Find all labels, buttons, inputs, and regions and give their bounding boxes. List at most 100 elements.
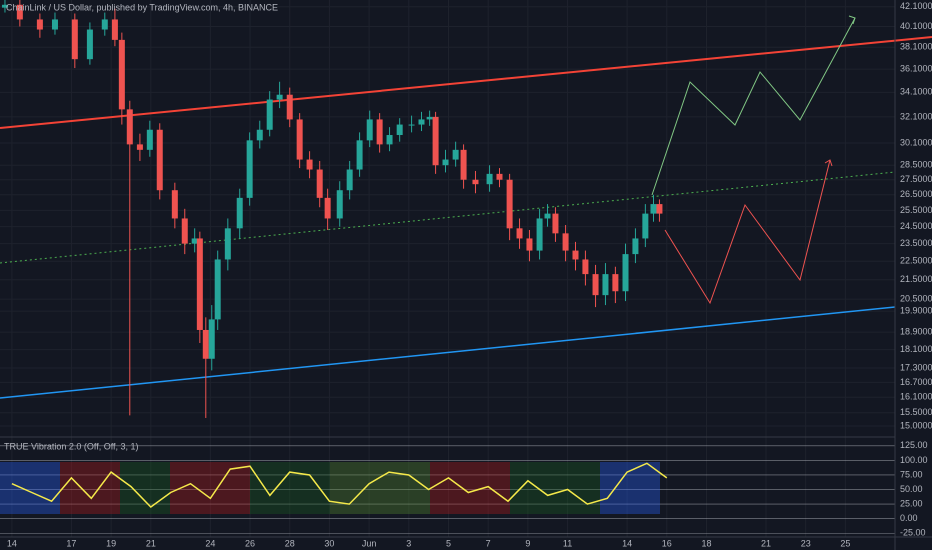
candle-body	[336, 190, 343, 219]
stripe	[60, 462, 120, 514]
candle-body	[486, 173, 493, 185]
candle-body	[544, 213, 551, 219]
y-tick-label: 18.1000000	[900, 344, 932, 354]
candle-body	[71, 19, 78, 60]
candle-body	[366, 119, 373, 141]
x-tick-label: 17	[66, 538, 76, 548]
candle-body	[552, 213, 559, 234]
candle-body	[236, 197, 243, 229]
candle-body	[356, 140, 363, 170]
y-tick-label: 19.9000000	[900, 306, 932, 316]
y-tick-label: 36.1000000	[900, 64, 932, 74]
candle-body	[572, 250, 579, 260]
x-tick-label: 7	[486, 538, 491, 548]
y-tick-label: 75.00	[900, 469, 923, 479]
x-tick-label: 28	[285, 538, 295, 548]
candle-body	[452, 149, 459, 160]
y-tick-label: 15.5000000	[900, 407, 932, 417]
x-tick-label: 26	[245, 538, 255, 548]
y-tick-label: 23.5000000	[900, 238, 932, 248]
y-tick-label: 42.1000000	[900, 1, 932, 11]
candle-body	[214, 259, 221, 320]
candle-body	[460, 149, 467, 180]
candle-body	[136, 144, 143, 150]
y-tick-label: 50.00	[900, 484, 923, 494]
candle-body	[386, 135, 393, 145]
candle-body	[432, 116, 439, 166]
y-tick-label: 18.9000000	[900, 326, 932, 336]
arrow-head	[848, 15, 856, 25]
candle-body	[286, 94, 293, 120]
x-tick-label: 11	[563, 538, 572, 548]
y-tick-label: 100.00	[900, 455, 928, 465]
grid	[0, 0, 895, 537]
channel-top	[0, 36, 932, 129]
candle-body	[376, 119, 383, 145]
indicator-stripes	[0, 462, 660, 514]
candle-body	[632, 238, 639, 255]
x-tick-label: 16	[662, 538, 672, 548]
y-tick-label: 27.5000000	[900, 174, 932, 184]
candle-body	[496, 173, 503, 180]
candle-body	[562, 233, 569, 251]
candle-body	[86, 29, 93, 60]
x-tick-label: 24	[205, 538, 215, 548]
candle-body	[171, 190, 178, 219]
candle-body	[246, 140, 253, 198]
y-tick-label: 125.00	[900, 440, 928, 450]
candle-body	[51, 19, 58, 30]
x-tick-label: 30	[324, 538, 334, 548]
candle-body	[118, 39, 125, 110]
candle-body	[16, 4, 23, 20]
stripe	[170, 462, 250, 514]
y-tick-label: 20.5000000	[900, 293, 932, 303]
y-tick-label: 40.1000000	[900, 21, 932, 31]
candle-body	[346, 169, 353, 191]
candle-body	[36, 19, 43, 30]
candle-body	[156, 129, 163, 191]
candle-body	[146, 129, 153, 150]
candle-body	[306, 159, 313, 170]
y-tick-label: 30.1000000	[900, 137, 932, 147]
x-tick-label: 14	[622, 538, 632, 548]
y-tick-label: 22.5000000	[900, 256, 932, 266]
x-tick-label: 23	[801, 538, 811, 548]
y-tick-label: 16.1000000	[900, 392, 932, 402]
x-tick-label: 5	[446, 538, 451, 548]
stripe	[330, 462, 430, 514]
y-tick-label: 25.00	[900, 498, 923, 508]
y-tick-label: 17.3000000	[900, 362, 932, 372]
candle-body	[101, 19, 108, 30]
marks	[1, 0, 668, 508]
x-tick-label: 3	[406, 538, 411, 548]
candle-body	[224, 228, 231, 260]
candle-body	[650, 204, 657, 214]
candle-body	[602, 274, 609, 296]
candle-body	[181, 218, 188, 244]
candle-body	[582, 259, 589, 275]
candle-body	[126, 109, 133, 145]
chart-title: ChainLink / US Dollar, published by Trad…	[6, 2, 278, 12]
y-tick-label: 38.1000000	[900, 42, 932, 52]
y-tick-label: 26.5000000	[900, 189, 932, 199]
oscillator-line	[11, 462, 668, 508]
candle-body	[622, 254, 629, 292]
y-tick-label: 32.1000000	[900, 111, 932, 121]
x-tick-label: 14	[7, 538, 17, 548]
candle-body	[208, 319, 215, 359]
candle-body	[612, 274, 619, 292]
candle-body	[642, 213, 649, 239]
x-tick-label: 9	[525, 538, 530, 548]
candle-body	[266, 99, 273, 130]
x-tick-label: Jun	[362, 538, 377, 548]
stripe	[250, 462, 330, 514]
candle-body	[408, 124, 415, 126]
stripe	[0, 462, 60, 514]
candle-body	[316, 169, 323, 198]
y-tick-label: 0.00	[900, 513, 918, 523]
candle-body	[506, 179, 513, 229]
y-tick-label: 16.7000000	[900, 377, 932, 387]
candle-body	[191, 238, 198, 244]
y-tick-label: -25.00	[900, 528, 926, 538]
